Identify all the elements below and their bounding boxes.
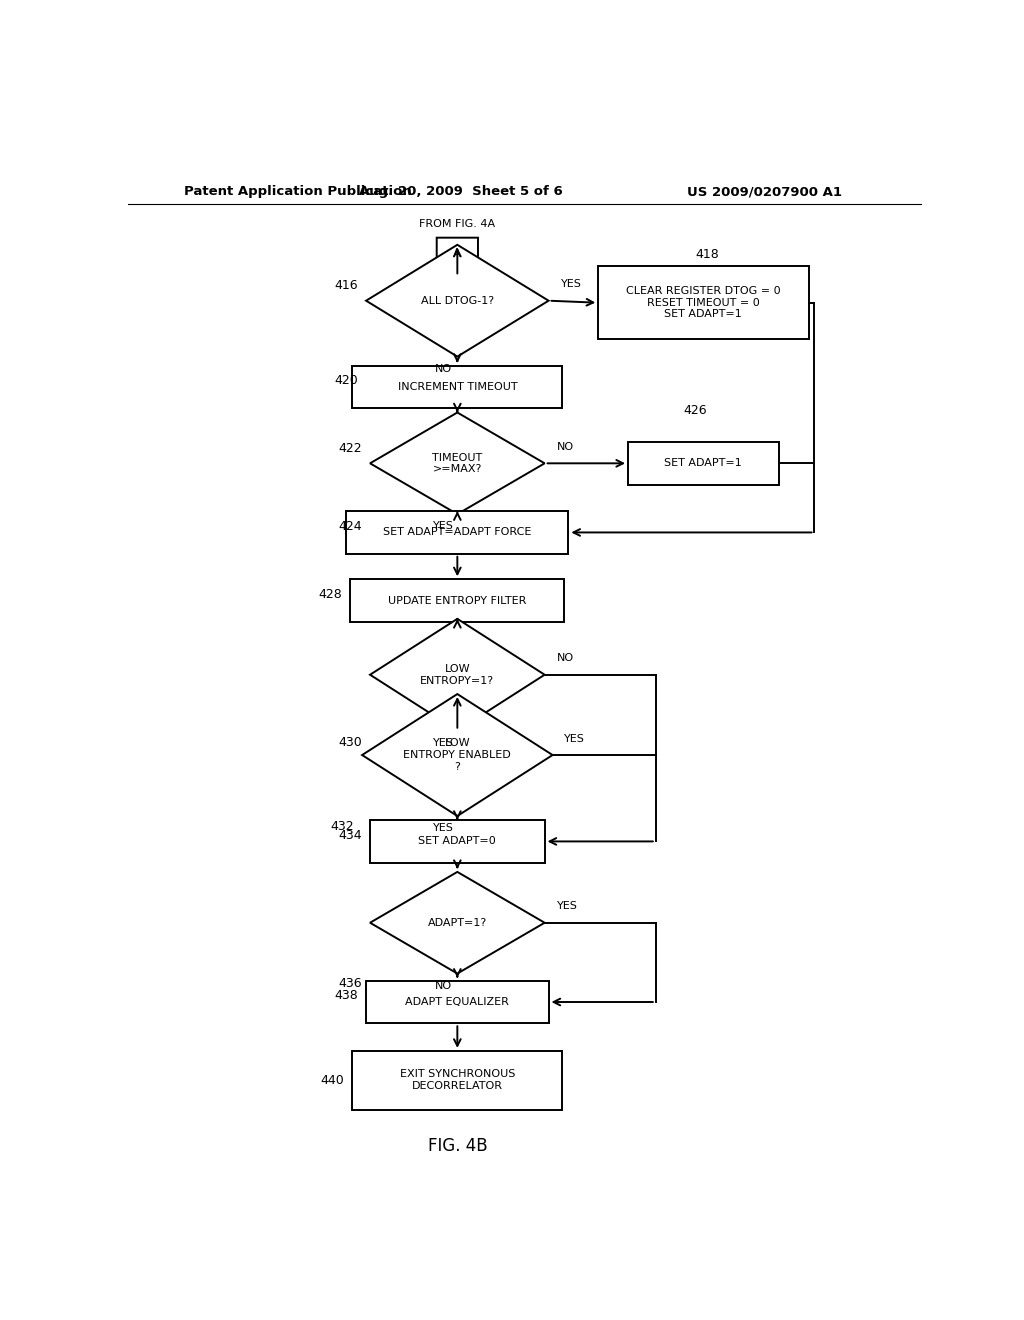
Text: 424: 424	[338, 520, 362, 533]
FancyBboxPatch shape	[367, 981, 549, 1023]
Text: ADAPT EQUALIZER: ADAPT EQUALIZER	[406, 997, 509, 1007]
Text: SET ADAPT=ADAPT FORCE: SET ADAPT=ADAPT FORCE	[383, 528, 531, 537]
Text: NO: NO	[557, 442, 573, 451]
Text: 438: 438	[335, 990, 358, 1002]
FancyBboxPatch shape	[352, 1051, 562, 1110]
Text: YES: YES	[432, 824, 454, 833]
Text: YES: YES	[557, 902, 578, 912]
Text: Patent Application Publication: Patent Application Publication	[183, 185, 412, 198]
Text: YES: YES	[560, 280, 582, 289]
Text: UPDATE ENTROPY FILTER: UPDATE ENTROPY FILTER	[388, 595, 526, 606]
Text: 426: 426	[684, 404, 708, 417]
Text: US 2009/0207900 A1: US 2009/0207900 A1	[687, 185, 842, 198]
Text: YES: YES	[432, 738, 454, 748]
Text: FIG. 4B: FIG. 4B	[428, 1138, 487, 1155]
Text: INCREMENT TIMEOUT: INCREMENT TIMEOUT	[397, 381, 517, 392]
Text: FROM FIG. 4A: FROM FIG. 4A	[419, 219, 496, 230]
Polygon shape	[436, 238, 478, 276]
Polygon shape	[367, 244, 549, 356]
Text: 440: 440	[321, 1073, 344, 1086]
Text: Aug. 20, 2009  Sheet 5 of 6: Aug. 20, 2009 Sheet 5 of 6	[359, 185, 563, 198]
Text: ADAPT=1?: ADAPT=1?	[428, 917, 487, 928]
Text: NO: NO	[557, 653, 573, 664]
Text: 418: 418	[695, 248, 719, 261]
Text: LOW
ENTROPY=1?: LOW ENTROPY=1?	[420, 664, 495, 685]
Text: ALL DTOG-1?: ALL DTOG-1?	[421, 296, 494, 306]
Polygon shape	[370, 412, 545, 515]
FancyBboxPatch shape	[352, 366, 562, 408]
Text: YES: YES	[432, 521, 454, 532]
Text: 422: 422	[338, 442, 362, 454]
Polygon shape	[370, 873, 545, 974]
FancyBboxPatch shape	[346, 511, 568, 554]
Text: NO: NO	[434, 981, 452, 991]
Text: CLEAR REGISTER DTOG = 0
RESET TIMEOUT = 0
SET ADAPT=1: CLEAR REGISTER DTOG = 0 RESET TIMEOUT = …	[626, 286, 780, 319]
Text: LOW
ENTROPY ENABLED
?: LOW ENTROPY ENABLED ?	[403, 738, 511, 772]
Text: 416: 416	[335, 279, 358, 292]
Text: YES: YES	[564, 734, 586, 743]
Text: SET ADAPT=1: SET ADAPT=1	[665, 458, 742, 469]
Text: A: A	[454, 247, 462, 260]
Text: 428: 428	[318, 587, 342, 601]
Text: TIMEOUT
>=MAX?: TIMEOUT >=MAX?	[432, 453, 482, 474]
Text: NO: NO	[434, 364, 452, 374]
Text: EXIT SYNCHRONOUS
DECORRELATOR: EXIT SYNCHRONOUS DECORRELATOR	[399, 1069, 515, 1092]
Polygon shape	[362, 694, 553, 816]
FancyBboxPatch shape	[350, 579, 564, 622]
FancyBboxPatch shape	[628, 442, 779, 484]
FancyBboxPatch shape	[598, 267, 809, 339]
Text: 434: 434	[338, 829, 362, 842]
Text: 430: 430	[338, 737, 362, 750]
Polygon shape	[370, 619, 545, 731]
Text: 420: 420	[335, 375, 358, 388]
Text: 436: 436	[338, 977, 362, 990]
Text: 432: 432	[331, 820, 354, 833]
Text: SET ADAPT=0: SET ADAPT=0	[419, 837, 497, 846]
FancyBboxPatch shape	[370, 820, 545, 863]
